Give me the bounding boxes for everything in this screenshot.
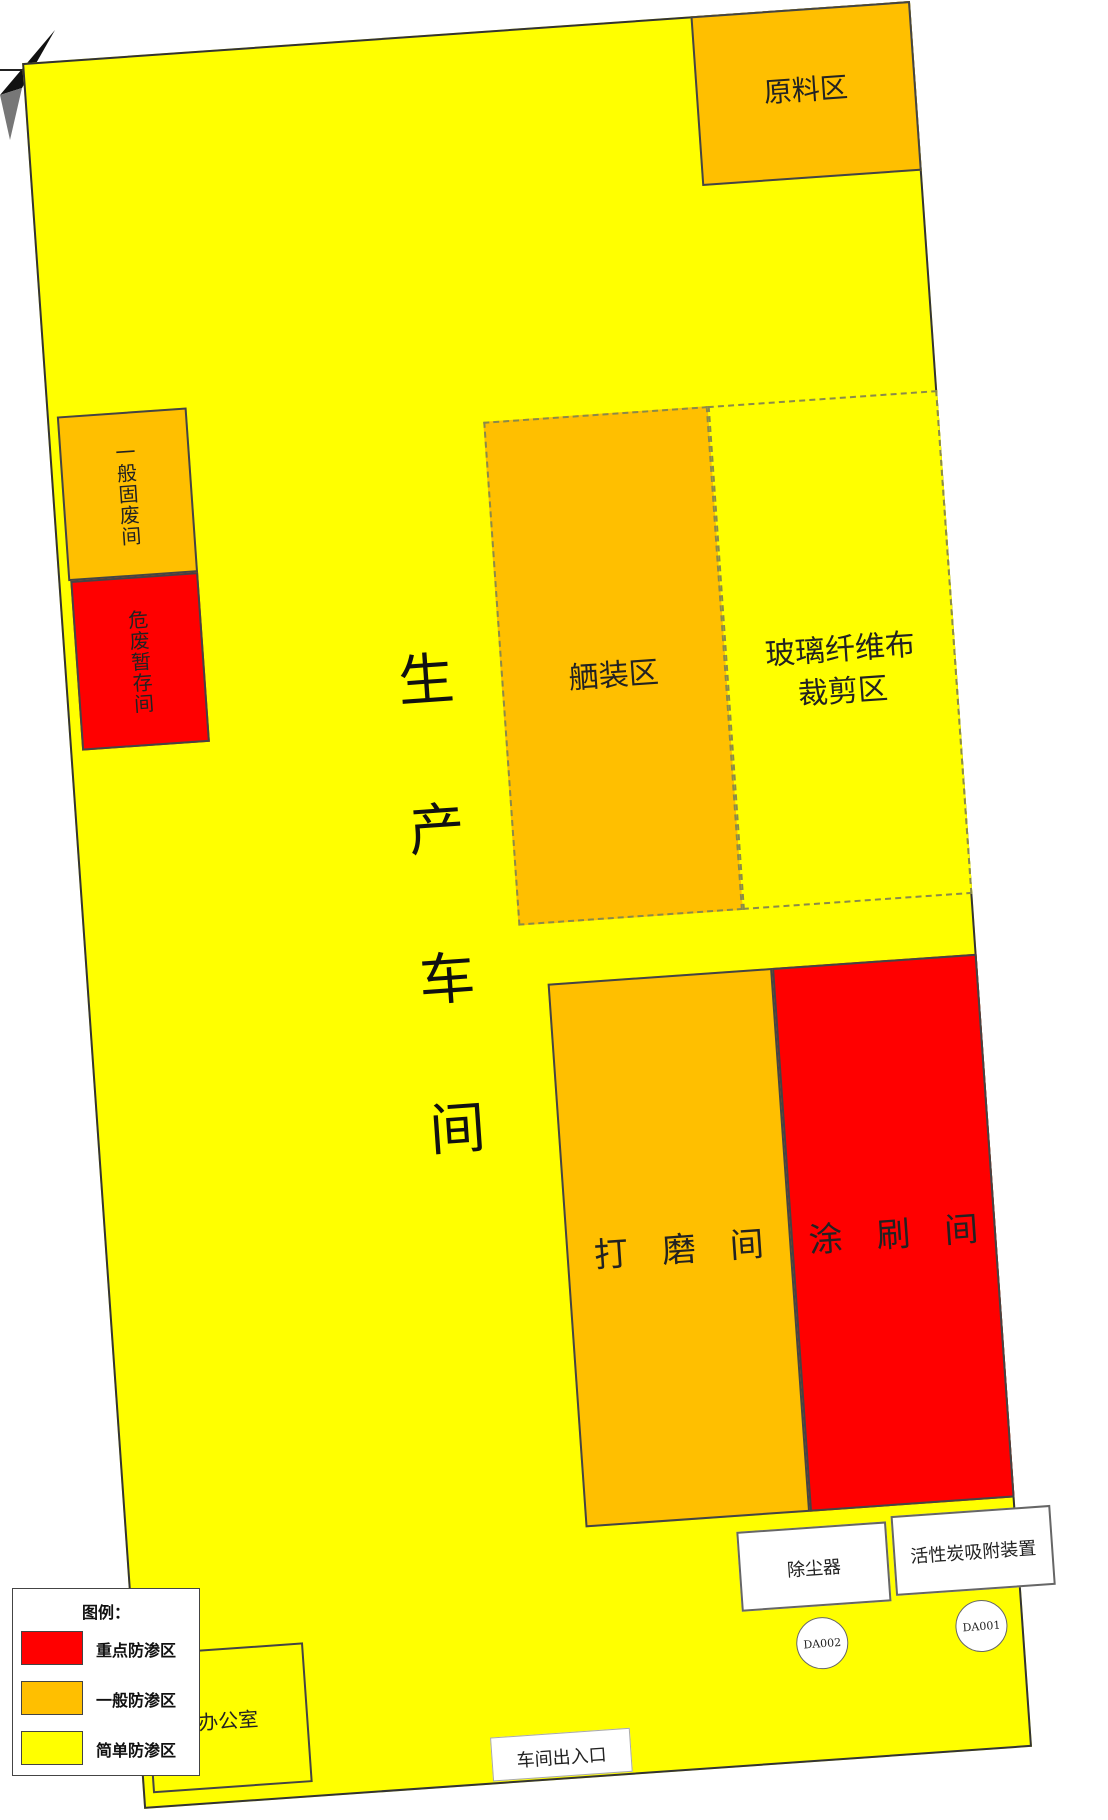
carbon-adsorption-unit: 活性炭吸附装置	[890, 1504, 1056, 1596]
hazardous-waste-zone: 危废暂存间	[70, 572, 210, 751]
legend-swatch-red	[21, 1631, 83, 1665]
legend-item-general: 一般防渗区	[21, 1681, 196, 1715]
entrance-label: 车间出入口	[516, 1744, 608, 1772]
legend: 图例： 重点防渗区 一般防渗区 简单防渗区	[12, 1588, 200, 1776]
site-plan: 生 产 车 间 原料区 一般固废间 危废暂存间 舾装区 玻璃纤维布 裁剪区 打 …	[20, 0, 1056, 1809]
legend-label-key: 重点防渗区	[96, 1641, 177, 1660]
grinding-room: 打 磨 间	[547, 968, 811, 1528]
packaging-label: 舾装区	[567, 655, 660, 697]
fiberglass-cutting-zone: 玻璃纤维布 裁剪区	[707, 390, 973, 910]
legend-item-key: 重点防渗区	[21, 1631, 196, 1665]
packaging-zone: 舾装区	[483, 406, 743, 926]
raw-material-label: 原料区	[762, 70, 849, 110]
legend-label-simple: 简单防渗区	[96, 1741, 177, 1760]
grinding-label: 打 磨 间	[592, 1224, 766, 1277]
legend-swatch-orange	[21, 1681, 83, 1715]
general-solid-waste-zone: 一般固废间	[56, 407, 199, 582]
painting-label: 涂 刷 间	[807, 1209, 980, 1262]
dust-collector-label: 除尘器	[786, 1556, 842, 1582]
fiberglass-cutting-label: 玻璃纤维布 裁剪区	[763, 627, 917, 713]
hazardous-waste-label: 危废暂存间	[123, 608, 156, 715]
carbon-adsorption-label: 活性炭吸附装置	[909, 1538, 1037, 1568]
painting-room: 涂 刷 间	[772, 953, 1015, 1512]
general-solid-waste-label: 一般固废间	[111, 441, 143, 548]
legend-label-general: 一般防渗区	[96, 1691, 177, 1710]
legend-title: 图例：	[81, 1603, 130, 1622]
legend-item-simple: 简单防渗区	[21, 1731, 196, 1765]
legend-swatch-yellow	[21, 1731, 83, 1765]
dust-collector: 除尘器	[736, 1521, 892, 1612]
raw-material-zone: 原料区	[690, 1, 922, 186]
